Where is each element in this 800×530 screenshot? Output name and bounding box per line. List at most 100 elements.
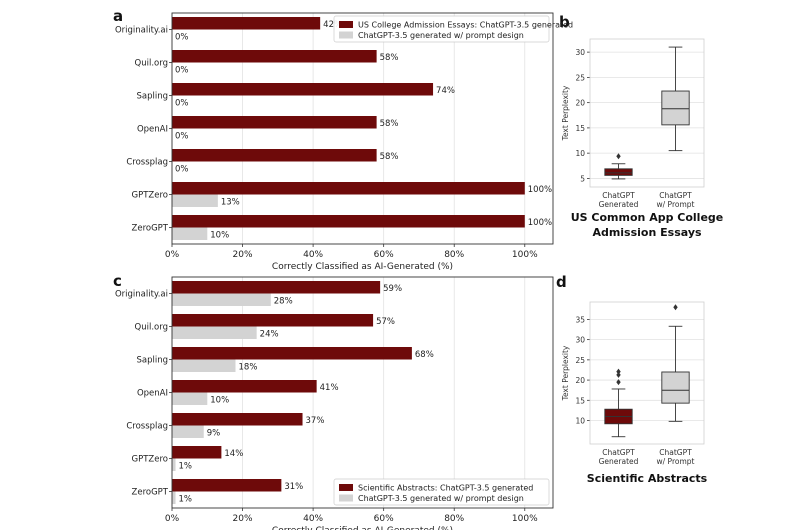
bar-primary (172, 215, 525, 228)
y-tick-label: 30 (575, 48, 585, 57)
bar-value-label: 31% (284, 482, 303, 492)
bar-value-label: 74% (436, 86, 455, 96)
bar-value-label: 0% (175, 32, 189, 42)
category-label: ZeroGPT (132, 224, 169, 234)
category-label: Originality.ai (115, 290, 168, 300)
legend-swatch-primary (339, 21, 353, 28)
outlier-point (616, 379, 621, 386)
y-tick-label: 25 (575, 356, 585, 365)
outlier-point (616, 371, 621, 378)
bar-value-label: 10% (210, 395, 229, 405)
bar-primary (172, 50, 377, 63)
bar-value-label: 0% (175, 164, 189, 174)
x-tick-label: 40% (303, 514, 323, 524)
x-tick-label: 80% (444, 514, 464, 524)
panel-letter-d: d (556, 273, 567, 291)
category-label: ChatGPT w/ Prompt (657, 191, 695, 209)
y-tick-label: 10 (575, 417, 585, 426)
bar-value-label: 59% (383, 284, 402, 294)
bar-value-label: 14% (224, 449, 243, 459)
category-label: Crossplag (126, 422, 168, 432)
bar-chart-a: 0% 20% 40% 60% 80% 100% Originality.ai 42% 0% Qui… (115, 12, 573, 272)
y-tick-label: 20 (575, 376, 585, 385)
category-label-line: ChatGPT (602, 191, 635, 200)
panel-caption: US Common App College (571, 211, 724, 224)
box-iqr (604, 168, 633, 176)
y-tick-label: 30 (575, 336, 585, 345)
bar-value-label: 1% (179, 461, 193, 471)
bar-primary (172, 479, 282, 492)
category-label-line: ChatGPT (602, 448, 635, 457)
bar-chart-c: 0% 20% 40% 60% 80% 100% Originality.ai 59% 28% Qu… (115, 276, 554, 530)
panel-letter-b: b (559, 13, 570, 31)
x-tick-label: 0% (165, 250, 180, 260)
category-label: GPTZero (132, 191, 168, 201)
box-iqr (661, 90, 690, 126)
y-tick-label: 5 (580, 174, 585, 183)
box-iqr (661, 371, 690, 404)
bar-secondary (172, 458, 176, 471)
bar-primary (172, 380, 317, 393)
bar-value-label: 13% (221, 197, 240, 207)
bar-secondary (172, 359, 236, 372)
bar-secondary (172, 491, 176, 504)
category-label-line: Generated (599, 200, 639, 209)
bar-primary (172, 149, 377, 162)
category-label-line: ChatGPT (659, 191, 692, 200)
bar-secondary (172, 425, 204, 438)
y-axis-label: Text Perplexity (561, 345, 570, 401)
y-tick-label: 15 (575, 124, 585, 133)
x-tick-label: 80% (444, 250, 464, 260)
y-tick-label: 15 (575, 396, 585, 405)
bar-secondary (172, 392, 208, 405)
bar-value-label: 100% (528, 185, 552, 195)
bar-secondary (172, 227, 208, 240)
bar-secondary (172, 326, 257, 339)
category-label: ZeroGPT (132, 488, 169, 498)
bar-primary (172, 347, 412, 360)
x-axis-label: Correctly Classified as AI-Generated (%) (272, 526, 453, 530)
bar-value-label: 28% (274, 296, 293, 306)
bar-value-label: 9% (207, 428, 221, 438)
x-tick-label: 100% (512, 250, 538, 260)
bar-value-label: 41% (320, 383, 339, 393)
x-tick-label: 20% (233, 514, 253, 524)
x-tick-label: 20% (233, 250, 253, 260)
bar-primary (172, 281, 381, 294)
bar-value-label: 37% (306, 416, 325, 426)
x-tick-label: 100% (512, 514, 538, 524)
legend-label: ChatGPT-3.5 generated w/ prompt design (358, 494, 524, 503)
category-label: Quil.org (135, 59, 168, 69)
plot-frame (589, 301, 705, 445)
legend-label: ChatGPT-3.5 generated w/ prompt design (358, 31, 524, 40)
y-tick-label: 35 (575, 315, 585, 324)
legend-swatch-secondary (339, 494, 353, 502)
bar-value-label: 0% (175, 65, 189, 75)
bar-value-label: 68% (415, 350, 434, 360)
x-tick-label: 40% (303, 250, 323, 260)
category-label: Quil.org (135, 323, 168, 333)
x-tick-label: 0% (165, 514, 180, 524)
category-label: Sapling (136, 92, 168, 102)
legend-label: Scientific Abstracts: ChatGPT-3.5 genera… (358, 484, 533, 493)
y-tick-label: 25 (575, 73, 585, 82)
plot-frame (171, 276, 554, 509)
bar-primary (172, 314, 374, 327)
bar-value-label: 1% (179, 494, 193, 504)
bar-value-label: 0% (175, 98, 189, 108)
category-label: ChatGPT w/ Prompt (657, 448, 695, 466)
bar-secondary (172, 293, 271, 306)
bar-value-label: 57% (376, 317, 395, 327)
x-tick-label: 60% (374, 514, 394, 524)
legend-box (333, 15, 550, 43)
bar-primary (172, 116, 377, 129)
y-tick-label: 20 (575, 99, 585, 108)
outlier-point (673, 304, 678, 311)
category-label: OpenAI (137, 125, 168, 135)
category-label: GPTZero (132, 455, 168, 465)
plot-frame (171, 12, 554, 245)
category-label: Crossplag (126, 158, 168, 168)
bar-value-label: 10% (210, 230, 229, 240)
